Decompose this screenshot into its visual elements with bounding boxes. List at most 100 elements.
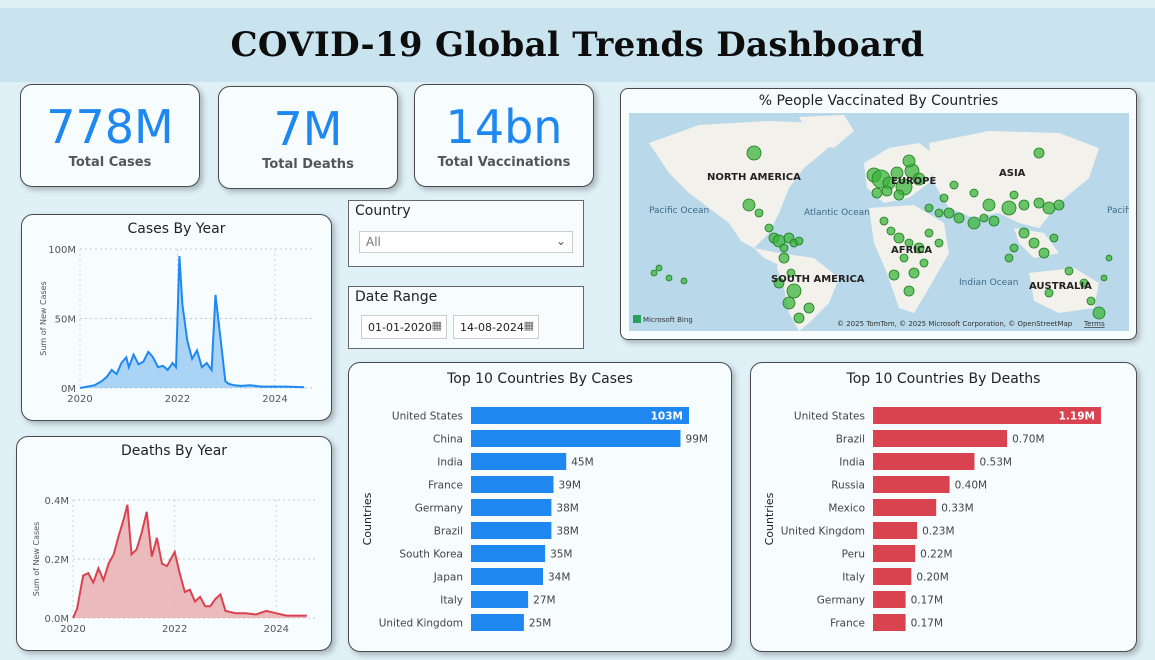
x-tick-label: 2024 [264, 624, 289, 635]
vaccination-bubble [903, 285, 915, 297]
x-tick-label: 2024 [262, 394, 287, 405]
data-label: 0.23M [922, 526, 954, 538]
vaccination-bubble [1028, 237, 1040, 249]
data-label: 25M [529, 618, 551, 630]
north-america-shape [649, 121, 834, 248]
label-indian: Indian Ocean [959, 278, 1018, 288]
end-date-value: 14-08-2024 [460, 321, 524, 334]
country-dropdown[interactable]: All ⌄ [359, 231, 573, 253]
bing-logo-icon [633, 315, 641, 323]
label-atlantic: Atlantic Ocean [804, 208, 870, 218]
vaccination-bubble [773, 277, 785, 289]
data-label: 27M [533, 595, 555, 607]
vaccination-bubble [803, 302, 815, 314]
vaccination-map[interactable]: % People Vaccinated By Countries NORTH A… [620, 88, 1137, 340]
vaccination-bubble [893, 189, 905, 201]
bing-logo-text: Microsoft Bing [643, 316, 693, 324]
vaccination-bubble [879, 216, 889, 226]
data-label: 38M [556, 503, 578, 515]
vaccination-bubble [742, 198, 756, 212]
chart-title: Top 10 Countries By Deaths [846, 371, 1041, 387]
vaccination-bubble [890, 166, 904, 180]
vaccination-bubble [979, 213, 989, 223]
data-label: 0.17M [911, 595, 943, 607]
country-slicer[interactable]: Country All ⌄ [348, 200, 584, 267]
vaccination-bubble [1086, 296, 1096, 306]
data-label: 0.20M [916, 572, 948, 584]
slicer-title: Date Range [355, 289, 438, 305]
vaccination-bubble [1018, 199, 1030, 211]
bar [873, 407, 1101, 424]
start-date-input[interactable]: 01-01-2020 ▦ [361, 315, 447, 339]
calendar-icon[interactable]: ▦ [431, 319, 442, 332]
map-attribution: © 2025 TomTom, © 2025 Microsoft Corporat… [837, 320, 1073, 328]
vaccination-bubble [924, 203, 934, 213]
vaccination-bubble [1092, 306, 1106, 320]
series-line [79, 255, 305, 389]
category-label: United States [392, 411, 463, 423]
series-area [80, 256, 305, 388]
top-countries-deaths-chart[interactable]: Top 10 Countries By Deaths United States… [750, 362, 1137, 652]
vaccination-bubble [934, 208, 944, 218]
category-label: Mexico [828, 503, 865, 515]
end-date-input[interactable]: 14-08-2024 ▦ [453, 315, 539, 339]
vaccination-bubble [793, 312, 805, 324]
y-tick-label: 50M [55, 315, 76, 326]
bar [471, 430, 681, 447]
label-pacific-right: Pacific Ocean [1107, 206, 1129, 216]
deaths-bar-svg: United States 1.19M Brazil 0.70M India 0.53M R… [763, 407, 1101, 631]
vaccination-bubble [953, 212, 965, 224]
vaccination-bubble [949, 180, 959, 190]
vaccination-bubble [871, 187, 883, 199]
cases-by-year-chart[interactable]: Cases By Year 0M 50M 100M 2020 2022 2024 Sum o… [21, 214, 332, 421]
vaccination-bubble [786, 268, 796, 278]
category-label: Italy [440, 595, 463, 607]
vaccination-bubble [924, 228, 934, 238]
x-tick-label: 2022 [165, 394, 190, 405]
vaccination-bubble [904, 238, 914, 248]
vaccination-bubble [934, 238, 944, 248]
vaccination-bubble [1105, 254, 1113, 262]
kpi-label: Total Vaccinations [437, 155, 571, 170]
label-africa: AFRICA [891, 245, 932, 256]
vaccination-bubble [665, 274, 673, 282]
vaccination-bubble [1042, 201, 1056, 215]
y-tick-label: 0.4M [44, 496, 69, 507]
map-canvas[interactable]: NORTH AMERICA EUROPE ASIA AFRICA SOUTH A… [629, 113, 1129, 331]
calendar-icon[interactable]: ▦ [523, 319, 534, 332]
data-label: 99M [686, 434, 708, 446]
top-countries-cases-chart[interactable]: Top 10 Countries By Cases United States 1… [348, 362, 732, 652]
data-label: 0.70M [1012, 434, 1044, 446]
vaccination-bubble [680, 277, 688, 285]
bar [873, 545, 916, 562]
y-tick-label: 0M [61, 384, 76, 395]
bar [873, 522, 918, 539]
vaccination-bubble [893, 232, 905, 244]
category-label: India [839, 457, 865, 469]
data-label: 0.33M [941, 503, 973, 515]
vaccination-bubble [881, 185, 893, 197]
vaccination-bubble [902, 154, 916, 168]
bar [471, 614, 524, 631]
series-line [72, 504, 307, 619]
category-label: France [830, 618, 865, 630]
greenland-shape [799, 115, 854, 148]
deaths-by-year-chart[interactable]: Deaths By Year 0.0M 0.2M 0.4M 2020 2022 2024 S… [16, 436, 332, 651]
kpi-total-deaths[interactable]: 7M Total Deaths [218, 86, 398, 189]
vaccination-bubble [919, 258, 929, 268]
bar [471, 591, 529, 608]
bar [873, 476, 950, 493]
chart-title: Top 10 Countries By Cases [447, 371, 633, 387]
kpi-total-vaccinations[interactable]: 14bn Total Vaccinations [414, 84, 594, 187]
vaccination-bubble [969, 188, 979, 198]
label-pacific: Pacific Ocean [649, 206, 709, 216]
vaccination-bubbles [650, 145, 1113, 324]
category-label: Germany [415, 503, 463, 515]
world-map-svg: NORTH AMERICA EUROPE ASIA AFRICA SOUTH A… [633, 115, 1129, 331]
date-range-slicer[interactable]: Date Range 01-01-2020 ▦ 14-08-2024 ▦ [348, 286, 584, 349]
kpi-total-cases[interactable]: 778M Total Cases [20, 84, 200, 187]
data-label: 34M [548, 572, 570, 584]
category-label: France [428, 480, 463, 492]
vaccination-bubble [899, 253, 909, 263]
vaccination-bubble [1064, 266, 1074, 276]
